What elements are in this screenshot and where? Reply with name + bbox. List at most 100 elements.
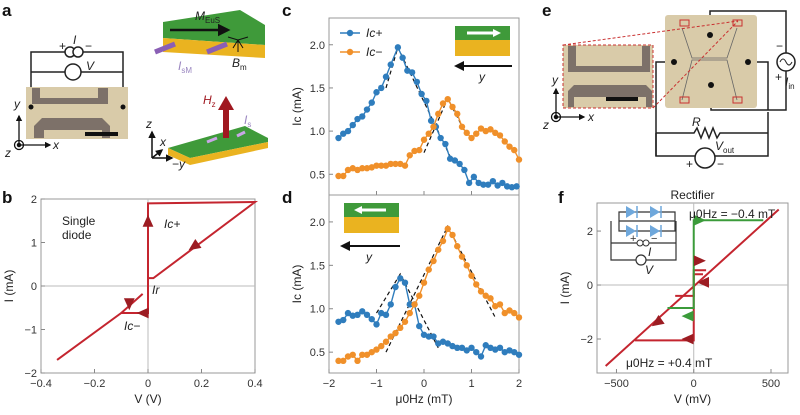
data-point <box>435 246 442 253</box>
chart-d: −2 −1 0 1 2 0.5 1.0 1.5 2.0 μ0Hz (mT) Ic (mA) y <box>290 194 523 406</box>
data-point <box>399 54 406 61</box>
data-point <box>392 283 399 291</box>
data-point <box>425 333 432 340</box>
data-point <box>382 73 390 80</box>
data-point <box>499 179 506 187</box>
x-axis-label: V (V) <box>134 392 161 406</box>
data-point <box>487 295 494 302</box>
data-point <box>423 97 430 105</box>
data-point <box>335 134 342 142</box>
data-point <box>468 272 475 279</box>
data-point <box>363 311 371 319</box>
data-point <box>368 348 375 356</box>
current-source-icon <box>642 239 650 247</box>
data-point <box>454 344 461 352</box>
current-source-icon <box>636 239 644 247</box>
panel-label-f: f <box>558 188 564 207</box>
data-point <box>359 165 366 172</box>
y-axis-label: Ic (mA) <box>290 87 304 126</box>
ac-plus: + <box>775 70 782 84</box>
data-point <box>416 146 423 154</box>
legend-marker-ic-minus <box>346 48 354 56</box>
chart-c: 0.5 1.0 1.5 2.0 Ic (mA) Ic+ Ic− y <box>290 17 523 196</box>
data-point <box>363 106 371 113</box>
data-point <box>454 243 461 250</box>
eus-slab-diagram <box>154 10 265 58</box>
data-point <box>378 84 385 92</box>
annotation-diode: diode <box>62 228 92 242</box>
x-tick-label: −500 <box>604 378 629 390</box>
chart-f: −500 0 500 −2 0 2 V (mV) I (mA) Rectifier μ0Hz = … <box>558 188 789 406</box>
inset-plus: + <box>630 233 636 245</box>
axis-z-label: z <box>542 118 549 132</box>
label-plus: + <box>59 39 66 53</box>
data-point <box>387 160 394 168</box>
data-point <box>387 333 394 340</box>
data-point <box>363 351 371 358</box>
y-axis-label: Ic (mA) <box>290 265 304 304</box>
data-point <box>435 110 442 118</box>
y-tick-label: 2.0 <box>310 217 325 229</box>
panel-label-e: e <box>542 1 551 20</box>
data-point <box>515 314 523 321</box>
data-point <box>340 316 347 324</box>
vout-plus: + <box>686 157 693 171</box>
label-hz: Hz <box>203 93 216 109</box>
legend-marker-ic-plus <box>346 29 354 37</box>
data-point <box>340 130 347 137</box>
data-point <box>418 90 425 98</box>
data-point <box>378 162 385 169</box>
data-point <box>411 301 418 308</box>
data-point <box>477 125 485 132</box>
label-minus: − <box>85 39 92 53</box>
data-point <box>340 172 347 180</box>
data-point <box>470 173 478 181</box>
annotation-single: Single <box>62 214 96 228</box>
inset-substrate-layer <box>455 40 510 56</box>
data-point <box>413 78 421 86</box>
axis-z-label: z <box>4 146 11 160</box>
data-point <box>503 183 511 190</box>
data-point <box>411 147 418 155</box>
data-point <box>430 257 437 265</box>
data-point <box>444 95 451 103</box>
y-tick-label: 0 <box>587 280 593 292</box>
x-axis-label: V (mV) <box>674 392 711 406</box>
panel-label-c: c <box>282 1 291 20</box>
data-point <box>427 117 435 124</box>
voltmeter-icon <box>635 254 647 266</box>
vout-minus: − <box>717 157 724 171</box>
data-point <box>508 184 516 191</box>
y-tick-label: 2 <box>31 194 37 206</box>
data-point <box>408 69 416 76</box>
chart-title: Rectifier <box>670 188 714 202</box>
sweep-arrow-icon <box>697 276 710 288</box>
label-iin: Iin <box>785 75 795 91</box>
x-tick-label: 500 <box>762 378 780 390</box>
data-point <box>496 344 504 352</box>
y-tick-label: 0.5 <box>310 347 325 359</box>
diode-icon <box>650 206 660 218</box>
annotation-ir: Ir <box>152 283 160 297</box>
data-point <box>378 342 385 350</box>
magnetization-arrowhead-icon <box>493 29 501 37</box>
current-source-icon <box>64 46 84 58</box>
data-point <box>344 127 352 135</box>
x-tick-label: 1 <box>468 378 474 390</box>
data-point <box>420 279 428 286</box>
y-tick-label: 2.0 <box>310 40 325 52</box>
y-tick-label: −2 <box>580 334 593 346</box>
data-point <box>463 347 470 354</box>
data-point <box>496 301 504 308</box>
x-tick-label: 0.2 <box>194 378 209 390</box>
y-tick-label: 0.5 <box>310 169 325 181</box>
data-point <box>349 121 356 129</box>
sweep-arrow-icon <box>681 333 694 345</box>
y-tick-label: 1.0 <box>310 126 325 138</box>
y-axis-label: I (mA) <box>558 272 572 305</box>
label-is: Is <box>244 113 251 129</box>
data-point <box>359 308 366 315</box>
y-tick-label: 1.5 <box>310 83 325 95</box>
legend-label-ic-plus: Ic+ <box>366 26 382 40</box>
data-point <box>477 288 485 295</box>
